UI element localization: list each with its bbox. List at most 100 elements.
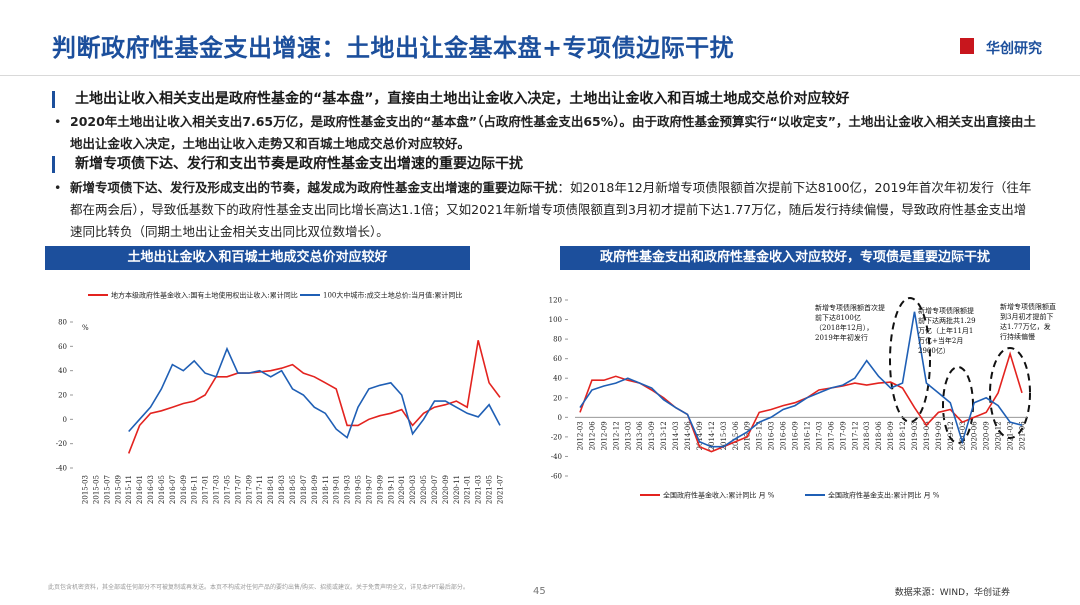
x-tick-label: 2019-06 [923, 421, 931, 451]
x-tick-label: 2018-07 [300, 475, 308, 504]
x-tick-label: 2017-12 [851, 421, 859, 450]
x-tick-label: 2014-12 [708, 421, 716, 450]
x-tick-label: 2017-06 [827, 421, 835, 451]
x-tick-label: 2013-09 [648, 421, 656, 450]
y-tick-label: -20 [551, 433, 562, 441]
section-heading: 土地出让收入相关支出是政府性基金的“基本盘”，直接由土地出让金收入决定，土地出让… [52, 91, 849, 108]
x-tick-label: 2019-09 [935, 421, 943, 450]
x-tick-label: 2019-05 [355, 475, 363, 504]
x-tick-label: 2021-07 [497, 475, 505, 504]
x-tick-label: 2020-05 [420, 475, 428, 504]
bullet: 2020年土地出让收入相关支出7.65万亿，是政府性基金支出的“基本盘”（占政府… [52, 111, 1037, 155]
x-tick-label: 2016-06 [780, 421, 788, 451]
series-line [128, 346, 501, 439]
x-tick-label: 2012-06 [588, 421, 596, 451]
y-tick-label: -40 [56, 465, 67, 473]
bullet: 新增专项债下达、发行及形成支出的节奏，越发成为政府性基金支出增速的重要边际干扰：… [52, 177, 1037, 243]
x-tick-label: 2012-03 [577, 421, 585, 450]
x-tick-label: 2017-11 [256, 475, 264, 504]
x-tick-label: 2020-09 [442, 475, 450, 504]
series-line [579, 351, 1023, 453]
source: 数据来源：WIND，华创证券 [894, 588, 1010, 598]
x-tick-label: 2015-05 [92, 475, 100, 504]
x-tick-label: 2019-11 [387, 475, 395, 504]
x-tick-label: 2020-01 [398, 475, 406, 504]
series-line [579, 311, 1023, 448]
x-tick-label: 2018-11 [322, 475, 330, 504]
logo: 华创研究 [986, 41, 1042, 57]
x-tick-label: 2019-03 [911, 421, 919, 450]
y-tick-label: -40 [551, 453, 562, 461]
x-tick-label: 2012-09 [600, 421, 608, 450]
x-tick-label: 2021-06 [1019, 421, 1027, 451]
x-tick-label: 2018-12 [899, 421, 907, 450]
x-tick-label: 2015-07 [103, 475, 111, 504]
logo-icon [960, 38, 974, 54]
legend-label: 全国政府性基金收入:累计同比 月 % [663, 491, 775, 500]
bullet-text: 2020年土地出让收入相关支出7.65万亿，是政府性基金支出的“基本盘”（占政府… [70, 114, 1036, 151]
bullet-lead: 新增专项债下达、发行及形成支出的节奏，越发成为政府性基金支出增速的重要边际干扰 [70, 180, 558, 195]
annotation: 新增专项债限额首次提前下达8100亿（2018年12月），2019年年初发行 [815, 304, 885, 342]
x-tick-label: 2016-07 [169, 475, 177, 504]
x-tick-label: 2016-09 [792, 421, 800, 450]
x-tick-label: 2019-03 [344, 475, 352, 504]
annotation: 新增专项债限额提前下达两批共1.29万亿（上年11月1万亿+当年2月2900亿） [918, 307, 976, 355]
x-tick-label: 2019-01 [333, 475, 341, 504]
x-tick-label: 2019-09 [376, 475, 384, 504]
x-tick-label: 2016-12 [803, 421, 811, 450]
y-tick-label: -60 [551, 473, 562, 481]
series-line [127, 340, 501, 454]
y-tick-label: -20 [56, 440, 67, 448]
y-tick-label: 40 [553, 375, 562, 383]
annotation: 新增专项债限额直到3月初才提前下达1.77万亿，发行持续偏慢 [1000, 303, 1056, 341]
x-tick-label: 2020-07 [431, 475, 439, 504]
legend-label: 全国政府性基金支出:累计同比 月 % [828, 491, 940, 500]
x-tick-label: 2018-01 [267, 475, 275, 504]
slide-title: 判断政府性基金支出增速：土地出让金基本盘+专项债边际干扰 [52, 34, 735, 62]
y-tick-label: 80 [58, 319, 67, 327]
x-tick-label: 2015-03 [720, 421, 728, 450]
x-tick-label: 2014-06 [684, 421, 692, 451]
x-tick-label: 2020-03 [959, 421, 967, 450]
y-tick-label: 80 [553, 336, 562, 344]
highlight [989, 347, 1031, 439]
x-tick-label: 2017-03 [815, 421, 823, 450]
x-tick-label: 2016-09 [180, 475, 188, 504]
x-tick-label: 2014-09 [696, 421, 704, 450]
x-tick-label: 2013-03 [624, 421, 632, 450]
y-tick-label: 120 [549, 297, 562, 305]
x-tick-label: 2017-09 [839, 421, 847, 450]
disclaimer: 此页包含机密资料，其全部或任何部分不可被复制或再发送。本页不构成对任何产品的要约… [48, 584, 469, 591]
chart-title: 政府性基金支出和政府性基金收入对应较好，专项债是重要边际干扰 [560, 246, 1030, 270]
x-tick-label: 2015-09 [114, 475, 122, 504]
x-tick-label: 2016-11 [191, 475, 199, 504]
x-tick-label: 2016-03 [147, 475, 155, 504]
x-tick-label: 2015-03 [82, 475, 90, 504]
divider [0, 75, 1080, 76]
x-tick-label: 2016-01 [136, 475, 144, 504]
page-number: 45 [533, 586, 546, 597]
legend-label: 100大中城市:成交土地总价:当月值:累计同比 [323, 291, 462, 300]
y-tick-label: 20 [58, 392, 67, 400]
x-tick-label: 2019-12 [947, 421, 955, 450]
x-tick-label: 2021-03 [1007, 421, 1015, 450]
y-tick-label: 40 [58, 367, 67, 375]
y-axis-label: % [82, 324, 89, 332]
x-tick-label: 2017-07 [234, 475, 242, 504]
highlight [889, 297, 931, 423]
bullet-text: ：如2018年12月新增专项债限额首次提前下达8100亿，2019年首次年初发行… [70, 180, 1032, 239]
x-tick-label: 2017-01 [202, 475, 210, 504]
x-tick-label: 2021-03 [475, 475, 483, 504]
y-tick-label: 60 [553, 355, 562, 363]
y-tick-label: 0 [558, 414, 562, 422]
x-tick-label: 2019-07 [365, 475, 373, 504]
y-tick-label: 60 [58, 343, 67, 351]
x-tick-label: 2013-06 [636, 421, 644, 451]
x-tick-label: 2015-11 [125, 475, 133, 504]
x-tick-label: 2015-12 [756, 421, 764, 450]
legend-label: 地方本级政府性基金收入:国有土地使用权出让收入:累计同比 [111, 291, 298, 300]
x-tick-label: 2018-09 [311, 475, 319, 504]
x-tick-label: 2018-05 [289, 475, 297, 504]
x-tick-label: 2013-12 [660, 421, 668, 450]
